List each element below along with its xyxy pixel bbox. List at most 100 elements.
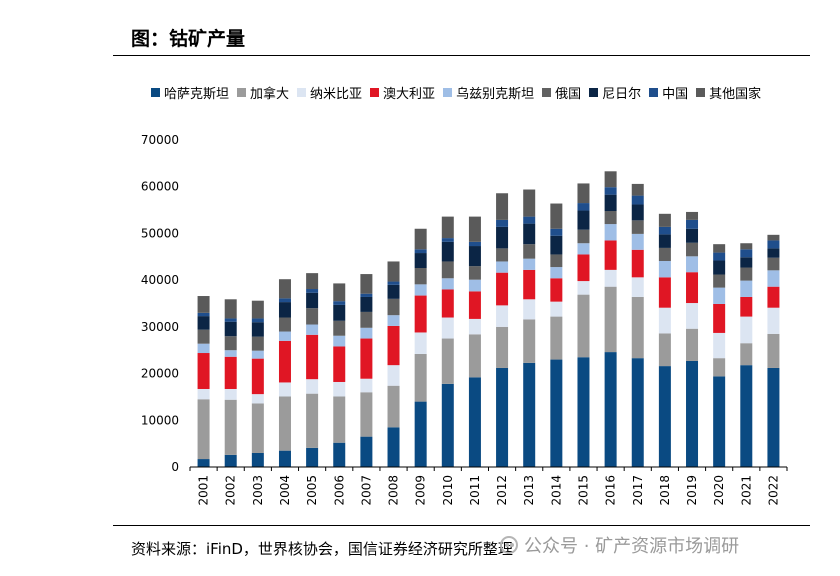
bar-segment — [224, 454, 237, 467]
bar-segment — [333, 381, 346, 397]
legend-swatch — [151, 88, 160, 97]
bar-segment — [251, 318, 264, 323]
bar-segment — [333, 320, 346, 336]
bar-segment — [713, 274, 726, 288]
bar-segment — [604, 269, 617, 287]
bar-segment — [740, 243, 753, 250]
x-tick-label: 2007 — [359, 475, 373, 506]
bar-segment — [631, 296, 644, 359]
y-tick-label: 50000 — [141, 226, 179, 240]
bar-segment — [713, 260, 726, 275]
bar-segment — [523, 216, 536, 224]
legend-swatch — [237, 88, 247, 97]
bar-segment — [224, 388, 237, 400]
bar-segment — [251, 350, 264, 359]
bar-segment — [414, 249, 427, 254]
bar-segment — [550, 235, 563, 255]
bar-segment — [523, 319, 536, 363]
bottom-rule — [113, 525, 810, 526]
bar-segment — [658, 333, 671, 367]
bar-segment — [414, 353, 427, 402]
bar-segment — [387, 325, 400, 366]
bar-segment — [740, 280, 753, 297]
legend-label: 中国 — [662, 87, 689, 102]
legend-item: 中国 — [649, 83, 688, 102]
bar-segment — [631, 233, 644, 250]
bar-segment — [713, 303, 726, 333]
legend-label: 哈萨克斯坦 — [164, 87, 230, 102]
legend-item: 俄国 — [542, 83, 581, 102]
x-tick-label: 2011 — [468, 475, 482, 506]
x-tick-label: 2016 — [604, 475, 618, 506]
bar-segment — [441, 317, 454, 339]
bar-segment — [550, 254, 563, 268]
bar-segment — [360, 392, 373, 437]
top-rule — [113, 55, 810, 56]
bar-segment — [577, 357, 590, 467]
bar-segment — [441, 383, 454, 467]
bar-segment — [278, 298, 291, 303]
bar-segment — [197, 316, 210, 330]
y-tick-label: 20000 — [141, 367, 179, 381]
bar-segment — [251, 336, 264, 351]
bar-segment — [333, 442, 346, 467]
bar-segment — [604, 187, 617, 195]
bar-segment — [251, 322, 264, 337]
bar-segment — [604, 194, 617, 212]
bar-segment — [224, 350, 237, 357]
bar-segment — [224, 336, 237, 351]
bar-segment — [658, 247, 671, 261]
bar-segment — [577, 294, 590, 358]
y-tick-label: 30000 — [141, 320, 179, 334]
x-tick-label: 2003 — [251, 475, 265, 506]
bar-segment — [441, 238, 454, 242]
bar-segment — [387, 261, 400, 282]
x-tick-label: 2020 — [712, 475, 726, 506]
x-tick-label: 2004 — [278, 475, 292, 506]
bar-segment — [278, 317, 291, 332]
bar-segment — [251, 358, 264, 395]
bar-segment — [523, 244, 536, 259]
bar-segment — [278, 340, 291, 383]
bar-segment — [631, 220, 644, 234]
bar-segment — [550, 267, 563, 279]
bar-segment — [577, 203, 590, 211]
bar-segment — [713, 252, 726, 261]
legend-item: 尼日尔 — [589, 83, 641, 102]
legend-swatch — [370, 88, 380, 97]
bar-segment — [550, 301, 563, 317]
legend-swatch — [696, 88, 706, 97]
bar-segment — [767, 307, 780, 334]
x-tick-label: 2001 — [197, 475, 211, 506]
bar-segment — [468, 241, 481, 247]
legend-label: 其他国家 — [709, 87, 762, 102]
bar-segment — [360, 327, 373, 339]
bar-segment — [713, 244, 726, 253]
x-tick-label: 2010 — [441, 475, 455, 506]
bar-segment — [550, 228, 563, 236]
bar-segment — [333, 396, 346, 443]
source-note: 资料来源：iFinD，世界核协会，国信证券经济研究所整理 — [131, 540, 513, 558]
bar-segment — [686, 242, 699, 257]
watermark-text: 公众号 · 矿产资源市场调研 — [524, 536, 740, 557]
bar-segment — [387, 385, 400, 428]
bar-segment — [441, 289, 454, 318]
bar-segment — [550, 203, 563, 229]
bar-segment — [496, 305, 509, 327]
bar-segment — [414, 253, 427, 268]
bar-segment — [523, 223, 536, 245]
bar-segment — [713, 287, 726, 304]
bar-segment — [306, 273, 319, 290]
bar-segment — [468, 334, 481, 378]
bar-segment — [496, 367, 509, 467]
x-tick-label: 2013 — [522, 475, 536, 506]
bar-segment — [224, 356, 237, 389]
bar-segment — [631, 195, 644, 205]
x-tick-label: 2002 — [224, 475, 238, 506]
x-tick-label: 2009 — [414, 475, 428, 506]
bar-segment — [523, 362, 536, 467]
legend-label: 俄国 — [555, 87, 582, 102]
bar-segment — [387, 365, 400, 386]
x-tick-label: 2014 — [549, 475, 563, 506]
bar-segment — [604, 211, 617, 225]
